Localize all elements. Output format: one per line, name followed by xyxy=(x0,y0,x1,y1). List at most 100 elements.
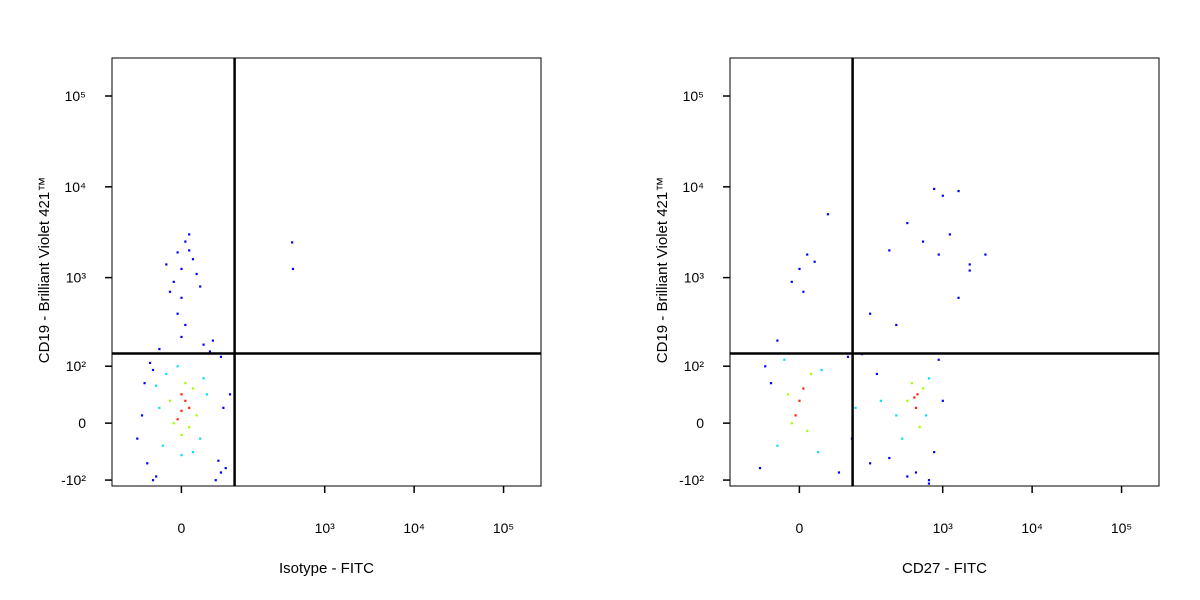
event-dot xyxy=(895,414,898,417)
event-dot xyxy=(906,475,909,478)
y-tick-label: 10⁵ xyxy=(683,88,704,104)
event-dot xyxy=(222,406,225,409)
y-tick-label: -10² xyxy=(679,472,704,488)
event-dot xyxy=(790,280,793,283)
event-dot xyxy=(224,467,227,470)
event-dot xyxy=(188,249,191,252)
event-dot xyxy=(927,479,931,482)
event-dot xyxy=(188,233,191,236)
event-dot xyxy=(910,382,913,385)
event-dot xyxy=(914,471,918,474)
event-dot xyxy=(921,240,925,243)
event-dot xyxy=(925,414,928,417)
y-tick-label: 0 xyxy=(78,415,86,431)
event-dot xyxy=(927,482,931,485)
event-dot xyxy=(176,312,179,315)
event-dot xyxy=(158,406,161,409)
event-dot xyxy=(180,335,183,339)
event-dot xyxy=(191,258,195,261)
y-tick-label: 10⁴ xyxy=(682,179,704,195)
x-tick-label: 0 xyxy=(795,520,803,536)
event-dot xyxy=(948,233,951,236)
y-tick-label: 0 xyxy=(696,415,704,431)
y-tick-label: 10² xyxy=(66,358,87,374)
event-dot xyxy=(136,437,139,440)
event-dot xyxy=(776,339,779,342)
event-dot xyxy=(180,433,183,436)
event-dot xyxy=(165,263,168,266)
event-dot xyxy=(794,414,797,417)
event-dot xyxy=(921,387,925,390)
plot-frame xyxy=(111,57,542,487)
event-dot xyxy=(906,399,909,402)
event-dot xyxy=(199,285,202,288)
event-dot xyxy=(913,396,916,399)
event-dot xyxy=(161,444,164,447)
event-dot xyxy=(888,249,891,252)
plot: 0 10³ 10⁴ 10⁵ -10² 0 10² 10³ 10⁴ 10⁵ CD27 - FITC CD… xyxy=(654,57,1160,577)
event-dot xyxy=(901,437,904,440)
event-dot xyxy=(806,253,809,256)
event-dot xyxy=(927,377,931,380)
y-axis-title: CD19 - Brilliant Violet 421™ xyxy=(654,177,671,363)
event-dot xyxy=(202,377,205,380)
event-dot xyxy=(809,372,813,376)
event-dot xyxy=(937,358,940,361)
event-dot xyxy=(820,368,823,372)
event-dot xyxy=(918,426,921,429)
y-tick-label: 10³ xyxy=(66,270,87,286)
event-dot xyxy=(968,263,971,266)
event-dot xyxy=(879,399,882,402)
event-dot xyxy=(172,422,175,425)
plot-frame xyxy=(729,57,1160,487)
event-dot xyxy=(968,269,971,272)
event-dot xyxy=(155,384,158,387)
event-dot xyxy=(180,393,183,396)
event-dot xyxy=(184,382,187,385)
x-tick-label: 10⁵ xyxy=(1111,520,1132,536)
event-dot xyxy=(217,459,220,462)
event-dot xyxy=(957,189,960,193)
event-dot xyxy=(168,290,172,293)
event-dot xyxy=(176,365,179,368)
event-dot xyxy=(219,471,223,474)
event-dot xyxy=(195,414,198,417)
event-dot xyxy=(813,260,816,263)
event-dot xyxy=(158,347,161,351)
event-dot xyxy=(143,382,146,385)
event-dot xyxy=(208,350,212,353)
event-dot xyxy=(184,399,187,402)
event-dot xyxy=(180,267,183,271)
event-dot xyxy=(291,267,295,271)
event-dot xyxy=(783,358,786,361)
x-tick-label: 10³ xyxy=(315,520,336,536)
y-tick-label: 10⁵ xyxy=(65,88,86,104)
event-dot xyxy=(291,241,294,244)
event-dot xyxy=(888,456,891,460)
event-dot xyxy=(806,429,809,433)
event-dot xyxy=(758,467,762,470)
event-dot xyxy=(184,323,187,327)
event-dot xyxy=(786,393,790,396)
event-dot xyxy=(228,393,232,396)
event-dot xyxy=(817,451,820,454)
event-dot xyxy=(188,406,191,409)
y-axis-title: CD19 - Brilliant Violet 421™ xyxy=(36,177,53,363)
plot: 0 10³ 10⁴ 10⁵ -10² 0 10² 10³ 10⁴ 10⁵ Isotype - FIT… xyxy=(36,57,542,577)
event-dot xyxy=(219,355,223,358)
event-dot xyxy=(869,462,872,465)
event-dot xyxy=(941,399,944,402)
event-dot xyxy=(176,418,179,421)
event-dot xyxy=(837,471,841,474)
event-dot xyxy=(184,240,187,243)
event-dot xyxy=(180,454,183,457)
event-dot xyxy=(180,409,183,412)
event-dot xyxy=(168,399,172,402)
event-dot xyxy=(191,387,195,390)
event-dot xyxy=(802,387,805,390)
event-dot xyxy=(202,343,205,346)
event-dot xyxy=(165,372,168,376)
y-tick-label: 10⁴ xyxy=(64,179,86,195)
event-dot xyxy=(798,267,801,271)
y-tick-label: 10³ xyxy=(684,270,705,286)
